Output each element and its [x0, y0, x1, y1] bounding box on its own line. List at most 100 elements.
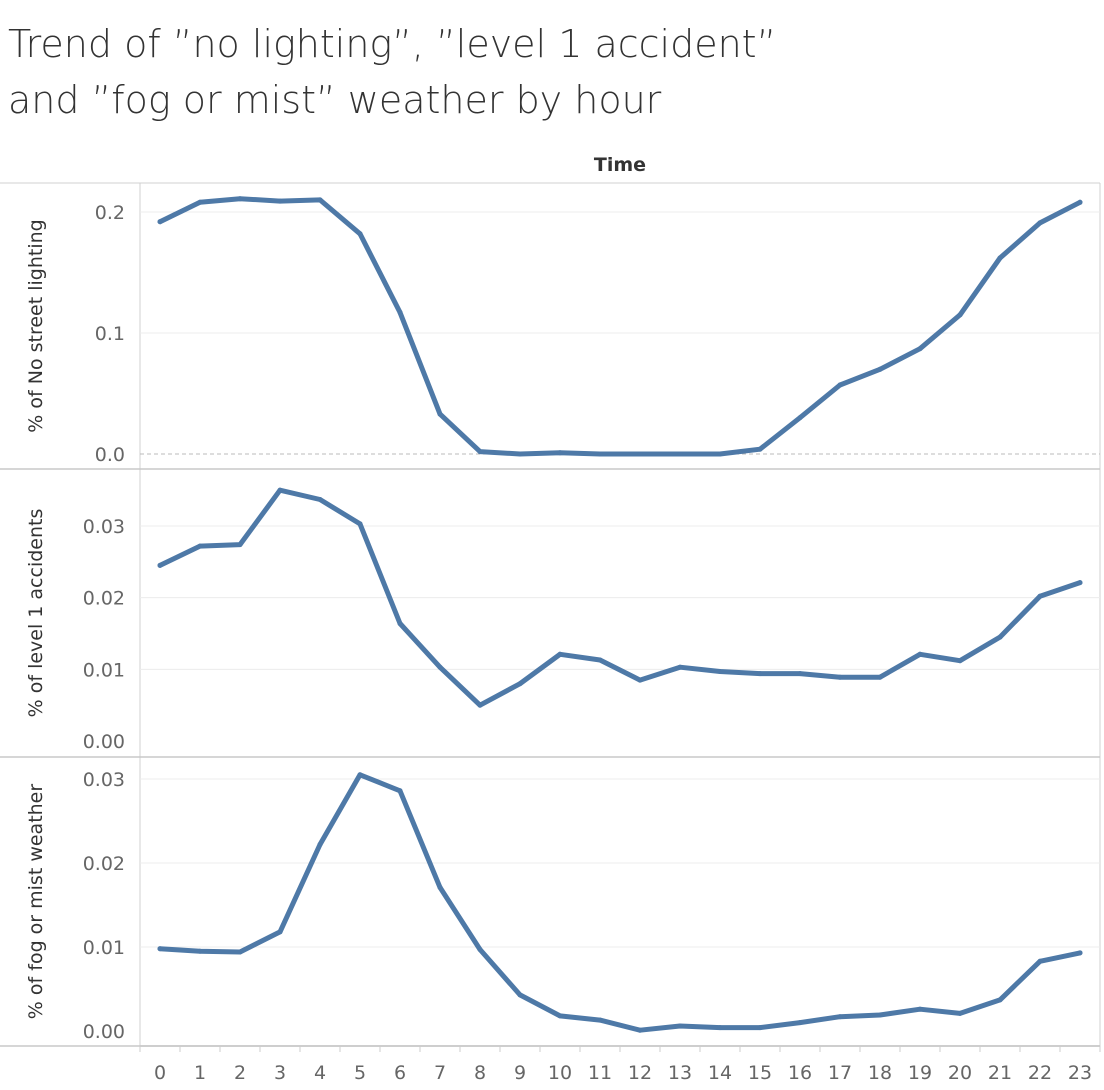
y-tick-label: 0.00 — [83, 731, 125, 753]
data-point — [797, 1020, 803, 1026]
data-point — [157, 219, 163, 225]
x-tick-label: 10 — [548, 1062, 572, 1084]
data-point — [877, 366, 883, 372]
data-point — [757, 1025, 763, 1031]
data-point — [477, 702, 483, 708]
data-point — [877, 1012, 883, 1018]
data-point — [597, 1017, 603, 1023]
data-point — [637, 1027, 643, 1033]
data-point — [1077, 950, 1083, 956]
x-tick-label: 6 — [394, 1062, 406, 1084]
x-axis-ticks: 0 1 2 3 4 5 6 7 8 9 10 11 12 13 14 15 16 17 18 19 20 21 22 23 — [139, 1045, 1101, 1084]
data-point — [957, 658, 963, 664]
data-point — [237, 542, 243, 548]
y-tick-label: 0.01 — [83, 659, 125, 681]
data-point — [997, 255, 1003, 261]
data-point — [357, 231, 363, 237]
data-point — [957, 312, 963, 318]
x-tick-label: 17 — [828, 1062, 852, 1084]
panel-1: 0.0 0.1 0.2 % of No street lighting — [0, 196, 1100, 470]
x-tick-label: 3 — [274, 1062, 286, 1084]
y-axis-label: % of fog or mist weather — [25, 784, 47, 1020]
data-point — [917, 1006, 923, 1012]
data-point — [397, 621, 403, 626]
data-point — [557, 651, 563, 657]
data-point — [677, 664, 683, 670]
data-point — [517, 992, 523, 998]
data-point — [317, 197, 323, 203]
data-point — [677, 451, 683, 457]
data-point — [237, 196, 243, 202]
y-tick-label: 0.0 — [95, 444, 125, 466]
x-tick-label: 15 — [748, 1062, 772, 1084]
data-point — [757, 671, 763, 677]
x-tick-label: 22 — [1028, 1062, 1052, 1084]
data-point — [397, 309, 403, 315]
data-point — [997, 634, 1003, 640]
data-point — [237, 949, 243, 955]
data-point — [717, 451, 723, 457]
x-tick-label: 20 — [948, 1062, 972, 1084]
y-axis-label: % of level 1 accidents — [25, 509, 47, 718]
data-point — [477, 449, 483, 455]
x-tick-label: 7 — [434, 1062, 446, 1084]
x-tick-label: 21 — [988, 1062, 1012, 1084]
x-tick-label: 1 — [194, 1062, 206, 1084]
data-point — [517, 451, 523, 457]
data-point — [637, 677, 643, 683]
data-point — [277, 929, 283, 935]
series-line — [157, 772, 1083, 1033]
data-point — [1037, 593, 1043, 599]
data-point — [317, 842, 323, 847]
data-point — [197, 199, 203, 205]
data-point — [837, 1014, 843, 1020]
series-line — [157, 196, 1083, 457]
data-point — [517, 681, 523, 687]
data-point — [837, 674, 843, 680]
x-tick-label: 4 — [314, 1062, 326, 1084]
x-tick-label: 13 — [668, 1062, 692, 1084]
data-point — [557, 1013, 563, 1019]
data-point — [957, 1010, 963, 1016]
data-point — [437, 664, 443, 670]
chart-title-line-2: and ”fog or mist” weather by hour — [8, 78, 662, 122]
y-tick-label: 0.03 — [83, 769, 125, 791]
data-point — [637, 451, 643, 457]
x-tick-label: 14 — [708, 1062, 732, 1084]
y-axis-label: % of No street lighting — [25, 219, 47, 432]
data-point — [157, 562, 163, 568]
x-tick-label: 12 — [628, 1062, 652, 1084]
y-tick-label: 0.02 — [83, 853, 125, 875]
data-point — [837, 382, 843, 388]
x-tick-label: 16 — [788, 1062, 812, 1084]
data-point — [317, 497, 323, 502]
data-point — [277, 198, 283, 204]
data-point — [797, 415, 803, 421]
x-tick-label: 5 — [354, 1062, 366, 1084]
x-tick-label: 23 — [1068, 1062, 1092, 1084]
data-point — [1077, 580, 1083, 586]
data-point — [277, 487, 283, 493]
data-point — [717, 1025, 723, 1031]
x-tick-label: 11 — [588, 1062, 612, 1084]
data-point — [437, 884, 443, 890]
series-line — [157, 487, 1083, 708]
data-point — [877, 674, 883, 680]
data-point — [1037, 958, 1043, 964]
x-tick-label: 18 — [868, 1062, 892, 1084]
y-tick-label: 0.02 — [83, 588, 125, 610]
data-point — [557, 450, 563, 456]
data-point — [397, 788, 403, 794]
x-tick-label: 2 — [234, 1062, 246, 1084]
x-axis-title: Time — [594, 154, 646, 176]
data-point — [677, 1023, 683, 1029]
data-point — [157, 946, 163, 952]
data-point — [197, 948, 203, 954]
chart-title-line-1: Trend of ”no lighting”, ”level 1 acciden… — [8, 22, 777, 66]
y-tick-label: 0.2 — [95, 202, 125, 224]
data-point — [357, 772, 363, 778]
panel-3: 0.00 0.01 0.02 0.03 % of fog or mist weather — [0, 769, 1100, 1047]
x-tick-label: 9 — [514, 1062, 526, 1084]
data-point — [477, 947, 483, 952]
